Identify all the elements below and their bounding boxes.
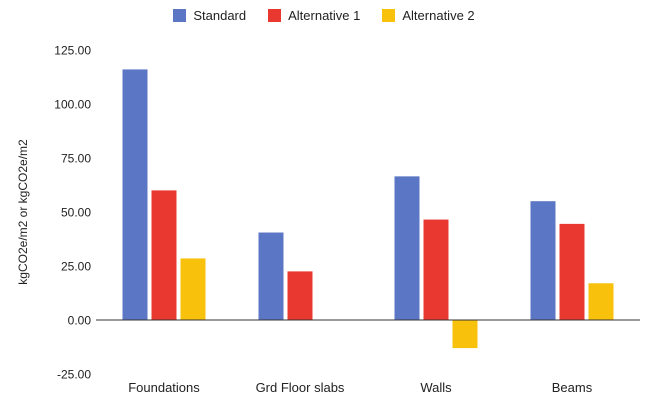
bar bbox=[151, 190, 177, 320]
x-tick-label: Walls bbox=[420, 380, 452, 395]
x-tick-label: Beams bbox=[552, 380, 593, 395]
y-tick-label: 100.00 bbox=[54, 98, 91, 112]
legend-swatch-alternative-1 bbox=[268, 9, 282, 22]
bar bbox=[423, 219, 449, 320]
bar bbox=[258, 232, 284, 320]
bar bbox=[122, 69, 148, 320]
legend-label-standard: Standard bbox=[193, 8, 247, 23]
y-tick-label: 75.00 bbox=[61, 152, 91, 166]
bar bbox=[394, 176, 420, 320]
chart-legend: Standard Alternative 1 Alternative 2 bbox=[0, 8, 648, 23]
legend-label-alternative-1: Alternative 1 bbox=[288, 8, 361, 23]
legend-swatch-alternative-2 bbox=[382, 9, 396, 22]
y-tick-label: 125.00 bbox=[54, 44, 91, 58]
bar bbox=[530, 201, 556, 320]
bar bbox=[287, 271, 313, 320]
y-axis-title: kgCO2e/m2 or kgCO2e/m2 bbox=[16, 139, 30, 285]
bar bbox=[180, 258, 206, 320]
legend-item-alternative-2: Alternative 2 bbox=[382, 8, 475, 23]
legend-item-alternative-1: Alternative 1 bbox=[268, 8, 360, 23]
x-tick-label: Foundations bbox=[128, 380, 200, 395]
bar bbox=[452, 320, 478, 349]
bar bbox=[559, 223, 585, 320]
legend-label-alternative-2: Alternative 2 bbox=[402, 8, 475, 23]
legend-swatch-standard bbox=[173, 9, 187, 22]
y-tick-label: 0.00 bbox=[68, 314, 92, 328]
x-tick-label: Grd Floor slabs bbox=[256, 380, 345, 395]
y-tick-label: 50.00 bbox=[61, 206, 91, 220]
legend-item-standard: Standard bbox=[173, 8, 246, 23]
bar bbox=[588, 283, 614, 320]
y-tick-label: -25.00 bbox=[57, 368, 91, 382]
y-tick-label: 25.00 bbox=[61, 260, 91, 274]
